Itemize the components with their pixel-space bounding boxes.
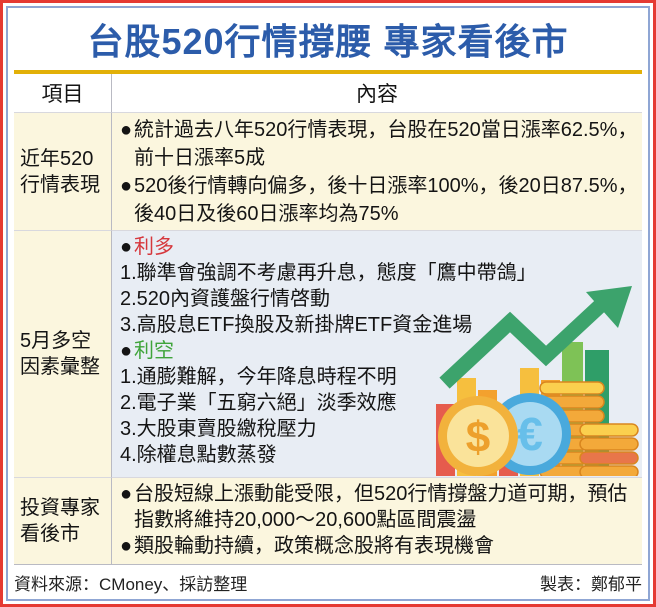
row-label-520-performance: 近年520 行情表現 [14, 112, 112, 230]
header-content-label: 內容 [356, 83, 398, 106]
bear-point: 1.通膨難解，今年降息時程不明 [120, 364, 640, 390]
bullet-text: 台股短線上漲動能受限，但520行情撐盤力道可期，預估指數將維持20,000～20… [134, 483, 628, 531]
row-content-may-factors: ● 利多 1.聯準會強調不考慮再升息，態度「鷹中帶鴿」 2.520內資護盤行情啓… [112, 230, 642, 477]
bear-point: 4.除權息點數蒸發 [120, 442, 640, 468]
bull-header-text: 利多 [134, 236, 174, 258]
bullet-item: ● 台股短線上漲動能受限，但520行情撐盤力道可期，預估指數將維持20,000～… [120, 481, 640, 533]
bull-point: 2.520內資護盤行情啓動 [120, 286, 640, 312]
row-label-line: 5月多空 [20, 330, 92, 352]
bullet-icon: ● [120, 535, 133, 557]
bear-point-text: 1.通膨難解，今年降息時程不明 [120, 366, 397, 388]
row-label-expert-outlook: 投資專家 看後市 [14, 477, 112, 564]
row-label-line: 看後市 [20, 523, 80, 545]
bear-point-text: 2.電子業「五窮六絕」淡季效應 [120, 392, 397, 414]
bullet-icon: ● [120, 483, 133, 505]
row-content-520-performance: ● 統計過去八年520行情表現，台股在520當日漲率62.5%，前十日漲率5成 … [112, 112, 642, 230]
bear-point: 2.電子業「五窮六絕」淡季效應 [120, 390, 640, 416]
bullet-icon: ● [120, 340, 133, 362]
row-label-line: 投資專家 [20, 497, 100, 519]
page-title: 台股520行情撐腰 專家看後市 [87, 21, 569, 62]
row-label-may-factors: 5月多空 因素彙整 [14, 230, 112, 477]
info-table: 項目 內容 近年520 行情表現 ● 統計過去八年520行情表現，台股在520當… [14, 74, 642, 565]
bullet-text: 類股輪動持續，政策概念股將有表現機會 [134, 535, 494, 557]
bullet-text: 統計過去八年520行情表現，台股在520當日漲率62.5%，前十日漲率5成 [134, 119, 638, 169]
bear-header-text: 利空 [134, 340, 174, 362]
bear-header-item: ● 利空 [120, 338, 640, 364]
title-divider [14, 70, 642, 74]
infographic-inner: 台股520行情撐腰 專家看後市 項目 內容 近年520 行情表現 ● 統計過去八… [6, 6, 650, 601]
bull-point-text: 3.高股息ETF換股及新掛牌ETF資金進場 [120, 314, 473, 336]
bull-point-text: 1.聯準會強調不考慮再升息，態度「鷹中帶鴿」 [120, 262, 537, 284]
header-item-label: 項目 [41, 83, 84, 106]
bull-point: 1.聯準會強調不考慮再升息，態度「鷹中帶鴿」 [120, 260, 640, 286]
header-content-column: 內容 [112, 74, 642, 112]
table-credit-note: 製表：鄭郁平 [540, 574, 642, 594]
header-item-column: 項目 [14, 74, 112, 112]
bull-point-text: 2.520內資護盤行情啓動 [120, 288, 331, 310]
row-content-expert-outlook: ● 台股短線上漲動能受限，但520行情撐盤力道可期，預估指數將維持20,000～… [112, 477, 642, 564]
bullet-item: ● 520後行情轉向偏多，後十日漲率100%，後20日87.5%，後40日及後6… [120, 172, 640, 228]
bullet-item: ● 統計過去八年520行情表現，台股在520當日漲率62.5%，前十日漲率5成 [120, 116, 640, 172]
row-label-line: 因素彙整 [20, 356, 100, 378]
row-label-line: 行情表現 [20, 173, 100, 196]
bull-point: 3.高股息ETF換股及新掛牌ETF資金進場 [120, 312, 640, 338]
bear-point-text: 3.大股東賣股繳稅壓力 [120, 418, 317, 440]
bull-header-item: ● 利多 [120, 234, 640, 260]
bear-point-text: 4.除權息點數蒸發 [120, 444, 277, 466]
data-source-note: 資料來源：CMoney、採訪整理 [14, 574, 248, 594]
bullet-text: 520後行情轉向偏多，後十日漲率100%，後20日87.5%，後40日及後60日… [134, 175, 638, 225]
bullet-icon: ● [120, 175, 133, 197]
bear-point: 3.大股東賣股繳稅壓力 [120, 416, 640, 442]
bullet-icon: ● [120, 236, 133, 258]
bullet-item: ● 類股輪動持續，政策概念股將有表現機會 [120, 533, 640, 559]
footer-bar: 資料來源：CMoney、採訪整理 製表：鄭郁平 [14, 565, 642, 599]
bullet-icon: ● [120, 119, 133, 141]
title-bar: 台股520行情撐腰 專家看後市 [8, 8, 648, 70]
row-label-line: 近年520 [20, 147, 94, 170]
